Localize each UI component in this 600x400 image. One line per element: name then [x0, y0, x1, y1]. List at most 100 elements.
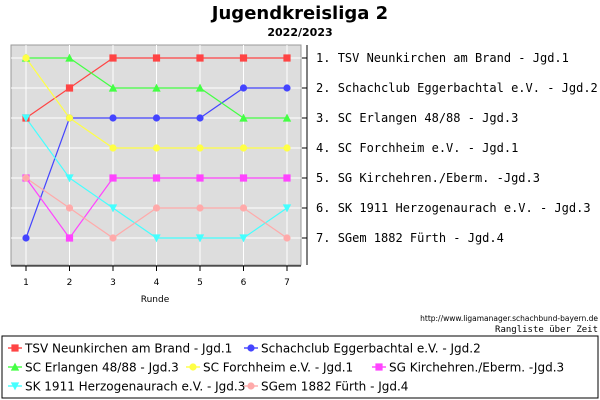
chart-subtitle: 2022/2023 — [267, 26, 332, 39]
data-point — [283, 54, 291, 62]
data-point — [196, 204, 204, 212]
data-point — [65, 204, 74, 212]
standing-row: 6. SK 1911 Herzogenaurach e.V. - Jgd.3 — [316, 201, 591, 215]
data-point — [152, 234, 161, 243]
legend-item: SC Erlangen 48/88 - Jgd.3 — [8, 361, 179, 375]
legend-label: Schachclub Eggerbachtal e.V. - Jgd.2 — [261, 342, 481, 356]
legend-swatch-marker — [10, 382, 20, 391]
data-point — [65, 234, 74, 242]
data-point — [109, 54, 117, 62]
data-point — [196, 174, 204, 182]
standing-rank: 7. — [316, 231, 338, 245]
standing-row: 1. TSV Neunkirchen am Brand - Jgd.1 — [316, 51, 569, 65]
x-tick-label: 4 — [154, 278, 160, 288]
data-point — [282, 204, 292, 213]
legend-box — [1, 335, 599, 399]
data-point — [239, 54, 248, 62]
chart-title: Jugendkreisliga 2 — [210, 3, 388, 24]
legend-item: Schachclub Eggerbachtal e.V. - Jgd.2 — [244, 342, 481, 356]
legend-swatch-marker — [189, 363, 197, 371]
data-point — [283, 84, 291, 92]
data-point — [65, 53, 74, 62]
footnote: Rangliste über Zeit — [495, 325, 598, 335]
data-point — [283, 144, 291, 152]
data-point — [195, 83, 205, 92]
x-tick-label: 3 — [110, 278, 116, 288]
x-tick-label: 7 — [284, 278, 290, 288]
source-url[interactable]: http://www.ligamanager.schachbund-bayern… — [420, 314, 598, 323]
data-point — [109, 114, 117, 122]
standing-team: SC Forchheim e.V. - Jgd.1 — [338, 141, 519, 155]
standing-team: SGem 1882 Fürth - Jgd.4 — [338, 231, 504, 245]
standings-list: 1. TSV Neunkirchen am Brand - Jgd.1 2. Sc… — [316, 51, 598, 245]
legend: TSV Neunkirchen am Brand - Jgd.1 Schachcl… — [8, 342, 564, 394]
x-tick-label: 5 — [197, 278, 203, 288]
data-point — [109, 144, 117, 152]
data-point — [65, 114, 74, 122]
data-point — [108, 204, 118, 213]
data-point — [22, 174, 30, 182]
data-point — [239, 144, 248, 152]
data-point — [283, 234, 291, 242]
legend-swatch-marker — [247, 344, 255, 352]
legend-label: TSV Neunkirchen am Brand - Jgd.1 — [24, 342, 232, 356]
standing-row: 5. SG Kirchehren./Eberm. -Jgd.3 — [316, 171, 540, 185]
legend-swatch-marker — [11, 344, 19, 352]
standing-rank: 1. — [316, 51, 338, 65]
legend-item: SC Forchheim e.V. - Jgd.1 — [186, 361, 353, 375]
standing-rank: 4. — [316, 141, 338, 155]
data-point — [196, 54, 204, 62]
data-point — [109, 234, 117, 242]
legend-item: TSV Neunkirchen am Brand - Jgd.1 — [8, 342, 232, 356]
data-point — [22, 234, 30, 242]
data-point — [152, 144, 161, 152]
data-point — [196, 114, 204, 122]
x-axis-label: Runde — [141, 295, 170, 305]
standing-row: 2. Schachclub Eggerbachtal e.V. - Jgd.2 — [316, 81, 598, 95]
standing-rank: 6. — [316, 201, 338, 215]
data-point — [108, 83, 118, 92]
standing-rank: 5. — [316, 171, 338, 185]
data-point — [152, 54, 161, 62]
data-point — [152, 204, 161, 212]
data-point — [152, 83, 161, 92]
standing-row: 7. SGem 1882 Fürth - Jgd.4 — [316, 231, 504, 245]
x-tick-label: 1 — [23, 278, 29, 288]
legend-label: SK 1911 Herzogenaurach e.V. - Jgd.3 — [25, 380, 245, 394]
legend-swatch-marker — [375, 363, 383, 371]
legend-label: SC Erlangen 48/88 - Jgd.3 — [25, 361, 179, 375]
legend-label: SGem 1882 Fürth - Jgd.4 — [261, 380, 408, 394]
data-point — [65, 84, 74, 92]
data-point — [65, 174, 74, 183]
data-point — [152, 114, 161, 122]
x-tick-label: 2 — [67, 278, 73, 288]
x-axis: 1 2 3 4 5 6 7 — [11, 265, 301, 288]
data-point — [109, 174, 117, 182]
standing-team: Schachclub Eggerbachtal e.V. - Jgd.2 — [338, 81, 598, 95]
legend-item: SK 1911 Herzogenaurach e.V. - Jgd.3 — [8, 380, 245, 394]
x-tick-label: 6 — [241, 278, 247, 288]
standing-rank: 3. — [316, 111, 338, 125]
standing-team: TSV Neunkirchen am Brand - Jgd.1 — [338, 51, 569, 65]
data-point — [239, 84, 248, 92]
legend-swatch-marker — [247, 382, 255, 390]
legend-item: SG Kirchehren./Eberm. -Jgd.3 — [372, 361, 564, 375]
data-point — [239, 204, 248, 212]
legend-swatch-marker — [10, 362, 20, 371]
y-axis — [302, 45, 308, 265]
data-point — [195, 234, 205, 243]
data-point — [196, 144, 204, 152]
data-point — [152, 174, 161, 182]
data-point — [283, 174, 291, 182]
standing-team: SK 1911 Herzogenaurach e.V. - Jgd.3 — [338, 201, 591, 215]
data-point — [282, 113, 292, 122]
standing-team: SC Erlangen 48/88 - Jgd.3 — [338, 111, 519, 125]
markers — [21, 53, 292, 243]
standing-row: 3. SC Erlangen 48/88 - Jgd.3 — [316, 111, 518, 125]
data-point — [21, 114, 31, 123]
standing-team: SG Kirchehren./Eberm. -Jgd.3 — [338, 171, 540, 185]
legend-label: SC Forchheim e.V. - Jgd.1 — [203, 361, 353, 375]
standing-rank: 2. — [316, 81, 338, 95]
data-point — [239, 113, 248, 122]
